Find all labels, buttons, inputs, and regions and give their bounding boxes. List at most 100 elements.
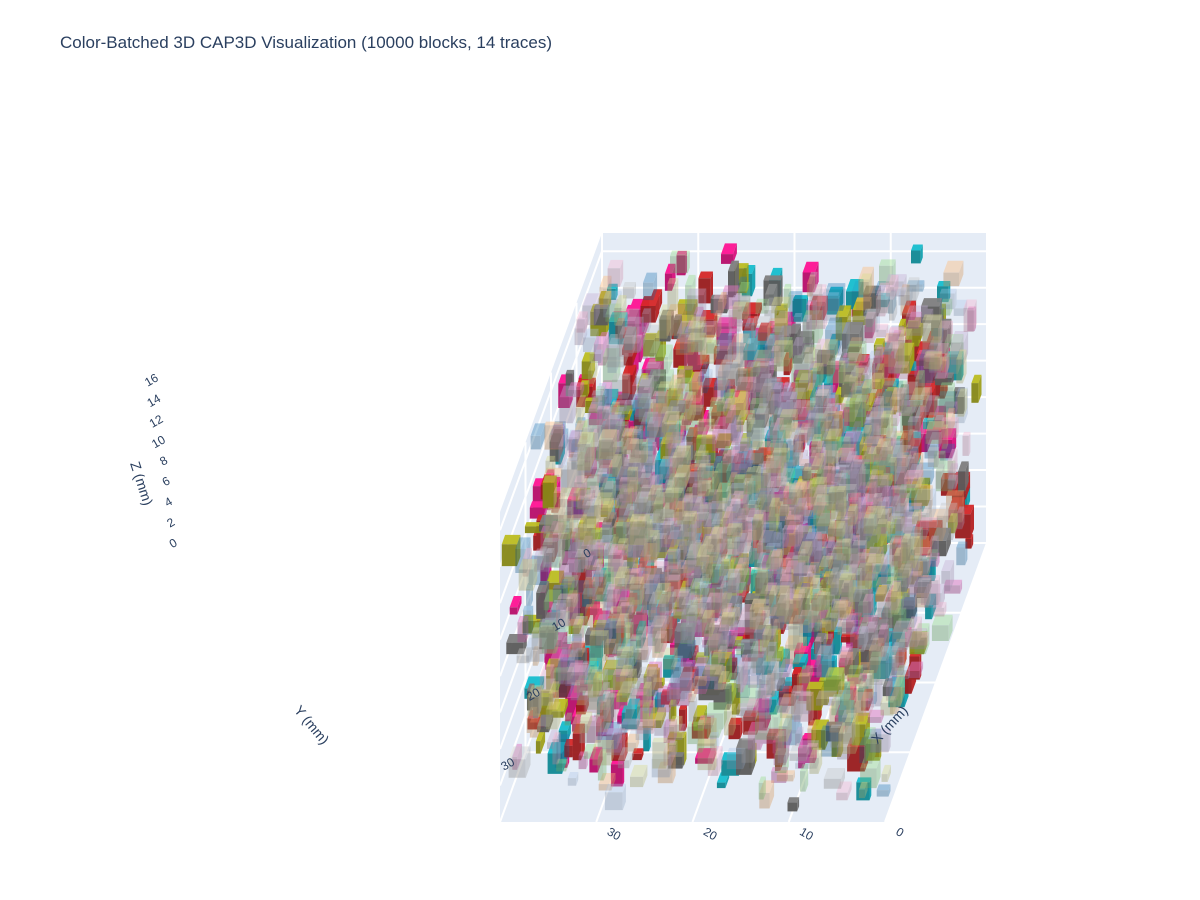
z-tick-label: 0 bbox=[167, 535, 180, 551]
block bbox=[847, 341, 867, 362]
block bbox=[607, 259, 624, 287]
block bbox=[743, 337, 761, 361]
block bbox=[840, 393, 863, 410]
block bbox=[697, 418, 715, 432]
chart-title: Color-Batched 3D CAP3D Visualization (10… bbox=[60, 33, 552, 52]
z-tick-label: 4 bbox=[162, 494, 175, 510]
block bbox=[754, 568, 768, 596]
block bbox=[643, 681, 652, 708]
block bbox=[761, 660, 778, 681]
block bbox=[790, 685, 804, 720]
block bbox=[664, 487, 685, 518]
block bbox=[771, 296, 790, 314]
block bbox=[587, 666, 599, 698]
block bbox=[787, 797, 800, 812]
block bbox=[816, 645, 832, 678]
block bbox=[752, 514, 764, 541]
block bbox=[852, 540, 867, 561]
block bbox=[545, 455, 556, 474]
block bbox=[923, 417, 935, 430]
block bbox=[612, 373, 631, 399]
block bbox=[755, 712, 774, 740]
block bbox=[725, 449, 739, 464]
block bbox=[920, 517, 938, 528]
block bbox=[789, 744, 810, 761]
block bbox=[803, 466, 813, 481]
block bbox=[583, 328, 599, 352]
x-tick-label: 30 bbox=[605, 824, 624, 843]
block bbox=[698, 463, 714, 478]
block bbox=[695, 748, 717, 764]
block bbox=[589, 746, 603, 773]
block bbox=[836, 538, 851, 561]
block bbox=[626, 698, 641, 723]
block bbox=[911, 244, 923, 264]
block bbox=[956, 541, 968, 566]
block bbox=[876, 784, 891, 797]
block bbox=[616, 646, 634, 658]
block bbox=[592, 740, 614, 766]
block bbox=[610, 401, 620, 413]
block bbox=[676, 250, 687, 276]
block bbox=[636, 620, 646, 649]
block bbox=[698, 369, 713, 386]
block bbox=[772, 447, 790, 463]
block bbox=[697, 739, 717, 771]
block bbox=[663, 647, 678, 670]
grid-z-left bbox=[499, 250, 603, 531]
block bbox=[816, 690, 837, 706]
block bbox=[640, 473, 652, 485]
block bbox=[713, 294, 724, 315]
z-tick-label: 10 bbox=[149, 432, 168, 451]
x-tick-label: 20 bbox=[701, 824, 720, 843]
block bbox=[877, 519, 888, 539]
block bbox=[925, 593, 937, 620]
z-axis-label: Z (mm) bbox=[127, 460, 156, 508]
block bbox=[839, 456, 854, 473]
x-tick-label: 0 bbox=[894, 824, 907, 840]
block bbox=[667, 278, 679, 311]
block bbox=[793, 313, 803, 325]
block bbox=[769, 497, 780, 532]
block bbox=[844, 712, 859, 744]
block bbox=[802, 261, 819, 293]
block bbox=[589, 630, 609, 661]
block bbox=[722, 354, 744, 386]
block bbox=[518, 559, 538, 591]
z-tick-label: 12 bbox=[147, 412, 166, 431]
block bbox=[721, 243, 737, 264]
block bbox=[825, 428, 842, 464]
block bbox=[773, 340, 793, 372]
block bbox=[890, 485, 907, 514]
block bbox=[830, 567, 840, 595]
block bbox=[756, 362, 770, 385]
block bbox=[876, 291, 897, 314]
block bbox=[567, 772, 579, 786]
block bbox=[727, 523, 743, 538]
block bbox=[653, 561, 669, 584]
block bbox=[724, 703, 736, 736]
block bbox=[617, 538, 629, 551]
block bbox=[629, 439, 648, 463]
block bbox=[844, 376, 857, 395]
block bbox=[725, 648, 735, 658]
block bbox=[782, 525, 800, 547]
block bbox=[629, 514, 650, 545]
block bbox=[861, 379, 873, 409]
block bbox=[599, 429, 617, 459]
block bbox=[740, 700, 759, 721]
block bbox=[807, 412, 828, 437]
block bbox=[751, 316, 771, 345]
block bbox=[610, 759, 625, 787]
block bbox=[546, 548, 555, 565]
block bbox=[906, 277, 920, 301]
block bbox=[917, 578, 931, 604]
block bbox=[604, 783, 626, 811]
block bbox=[936, 502, 958, 541]
block bbox=[828, 520, 846, 541]
block bbox=[809, 441, 823, 470]
block bbox=[684, 391, 696, 423]
block bbox=[654, 630, 668, 652]
block bbox=[943, 260, 964, 287]
